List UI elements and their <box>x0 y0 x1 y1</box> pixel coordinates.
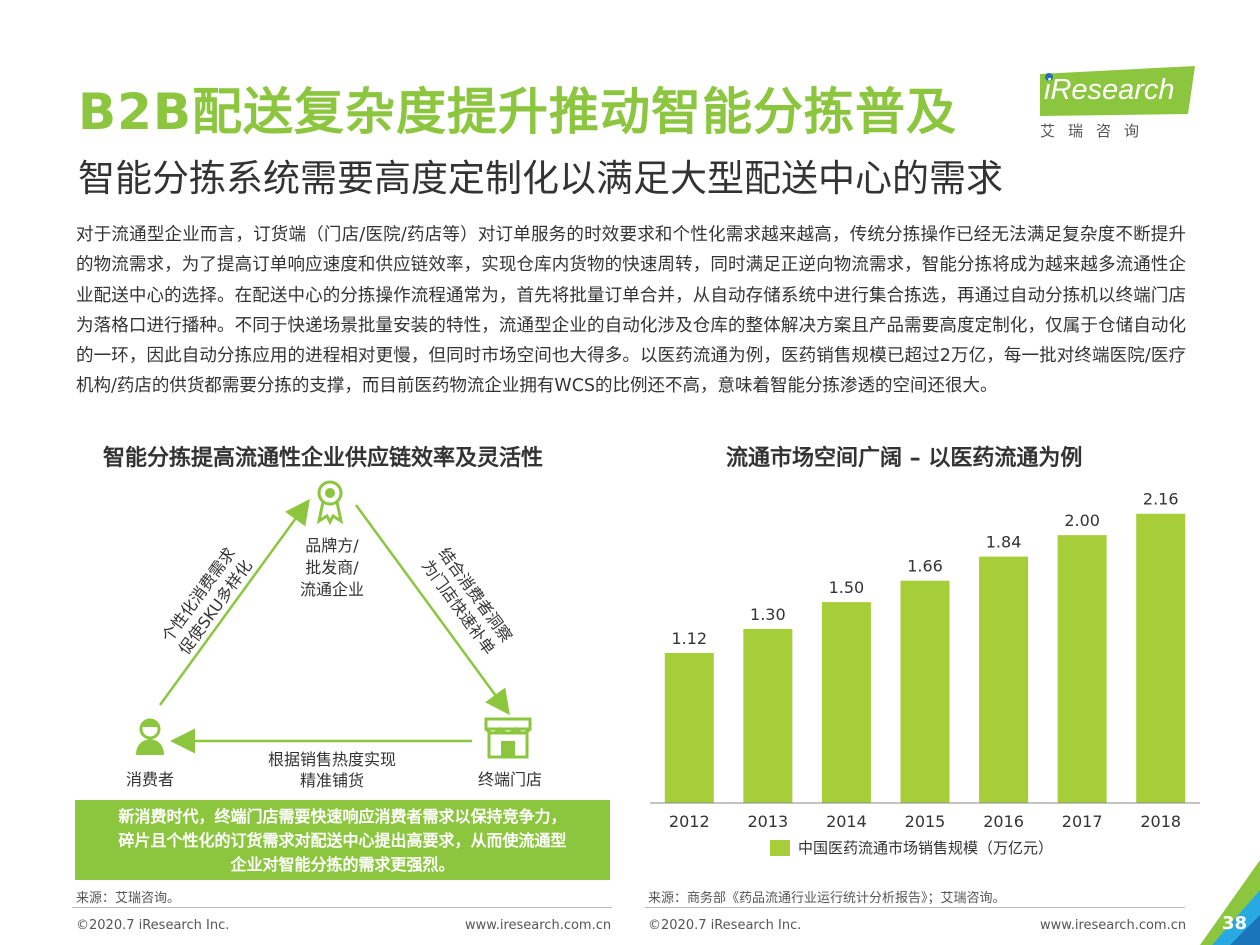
tick-label-2017: 2017 <box>1062 812 1103 831</box>
footer-divider-left <box>72 907 612 908</box>
page-subtitle: 智能分拣系统需要高度定制化以满足大型配送中心的需求 <box>78 157 1003 200</box>
legend-label: 中国医药流通市场销售规模（万亿元） <box>798 839 1053 857</box>
arrow-consumer-to-brand <box>158 498 310 706</box>
bar-2018 <box>1136 513 1186 803</box>
logo-banner-icon <box>1040 66 1195 116</box>
node-store: 终端门店 <box>477 770 542 789</box>
data-label-2013: 1.30 <box>750 605 786 624</box>
logo-cn-text: 艾瑞咨询 <box>1040 122 1153 140</box>
right-section-title: 流通市场空间广阔 – 以医药流通为例 <box>726 446 1083 471</box>
right-source: 来源：商务部《药品流通行业运行统计分析报告》；艾瑞咨询。 <box>648 891 1006 906</box>
intro-paragraph: 对于流通型企业而言，订货端（门店/医院/药店等）对订单服务的时效要求和个性化需求… <box>76 225 1186 397</box>
diagram-arrows <box>136 480 532 759</box>
bar-2015 <box>900 580 950 803</box>
legend-swatch <box>770 840 790 856</box>
supply-chain-diagram: 品牌方/ 批发商/ 流通企业 消费者 终端门店 个性化消费需求 促使SKU多样化… <box>72 475 612 805</box>
insight-box: 新消费时代，终端门店需要快速响应消费者需求以保持竞争力， 碎片且个性化的订货需求… <box>75 800 610 880</box>
bar-2017 <box>1057 535 1107 803</box>
market-size-chart: 1.12 2012 1.30 2013 1.50 2014 1.66 2015 1.84 2016… <box>640 485 1210 875</box>
person-icon <box>136 718 164 755</box>
left-source: 来源：艾瑞咨询。 <box>76 891 181 906</box>
logo-brand-text: iResearch <box>1044 74 1175 106</box>
tick-label-2014: 2014 <box>826 812 867 831</box>
bar-2016 <box>979 556 1029 803</box>
footer-url-left[interactable]: www.iresearch.com.cn <box>465 918 612 933</box>
node-consumer: 消费者 <box>125 770 174 789</box>
tick-label-2012: 2012 <box>669 812 710 831</box>
data-label-2015: 1.66 <box>907 557 943 576</box>
bar-2013 <box>743 628 793 803</box>
footer-copyright-right: ©2020.7 iResearch Inc. <box>648 918 802 933</box>
bar-chart-svg: 1.12 2012 1.30 2013 1.50 2014 1.66 2015 1.84 2016… <box>650 490 1200 857</box>
data-label-2014: 1.50 <box>829 578 865 597</box>
data-label-2016: 1.84 <box>986 533 1022 552</box>
footer-divider-right <box>645 907 1185 908</box>
insight-text: 新消费时代，终端门店需要快速响应消费者需求以保持竞争力， 碎片且个性化的订货需求… <box>118 807 567 874</box>
iresearch-logo: iResearch 艾瑞咨询 <box>1040 66 1200 144</box>
edge-label-bottom: 根据销售热度实现 精准铺货 <box>267 750 396 790</box>
bar-2014 <box>821 602 871 803</box>
page-number: 38 <box>1222 913 1248 934</box>
left-section-title: 智能分拣提高流通性企业供应链效率及灵活性 <box>103 446 544 471</box>
data-label-2012: 1.12 <box>671 629 707 648</box>
footer-url-right[interactable]: www.iresearch.com.cn <box>1040 918 1187 933</box>
tick-label-2016: 2016 <box>983 812 1024 831</box>
tick-label-2018: 2018 <box>1140 812 1181 831</box>
bar-2012 <box>664 653 714 803</box>
tick-label-2015: 2015 <box>905 812 946 831</box>
data-label-2017: 2.00 <box>1064 511 1100 530</box>
award-icon <box>316 480 344 526</box>
node-brand: 品牌方/ 批发商/ 流通企业 <box>299 536 364 599</box>
corner-decoration-icon <box>1200 860 1260 945</box>
data-label-2018: 2.16 <box>1143 490 1179 509</box>
store-icon <box>484 717 532 759</box>
tick-label-2013: 2013 <box>747 812 788 831</box>
arrow-brand-to-store <box>354 504 510 716</box>
page-title: B2B配送复杂度提升推动智能分拣普及 <box>78 83 958 141</box>
footer-copyright-left: ©2020.7 iResearch Inc. <box>76 918 230 933</box>
